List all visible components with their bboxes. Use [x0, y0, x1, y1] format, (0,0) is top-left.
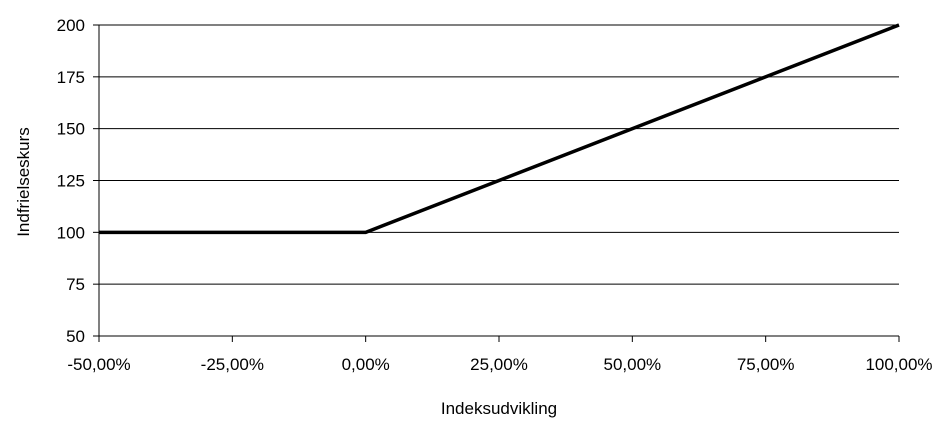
x-axis-label: Indeksudvikling: [441, 399, 557, 418]
x-tick-label: 25,00%: [470, 355, 528, 374]
y-tick-label: 200: [57, 16, 85, 35]
y-tick-label: 125: [57, 172, 85, 191]
axes: [93, 24, 900, 342]
gridlines: [99, 24, 899, 285]
y-tick-label: 175: [57, 68, 85, 87]
tick-labels: 50 75 100 125 150 175 200 -50,00% -25,00% 0,00% 25…: [57, 16, 933, 374]
y-tick-label: 75: [66, 275, 85, 294]
x-tick-label: 50,00%: [603, 355, 661, 374]
x-tick-label: 0,00%: [342, 355, 390, 374]
y-tick-label: 150: [57, 120, 85, 139]
y-tick-label: 100: [57, 223, 85, 242]
x-tick-label: -50,00%: [67, 355, 130, 374]
series: [99, 23, 900, 235]
x-tick-label: -25,00%: [201, 355, 264, 374]
y-tick-label: 50: [66, 327, 85, 346]
x-tick-label: 100,00%: [865, 355, 932, 374]
series-line-0: [99, 23, 900, 235]
y-axis-label: Indfrielseskurs: [14, 127, 33, 237]
x-tick-label: 75,00%: [737, 355, 795, 374]
